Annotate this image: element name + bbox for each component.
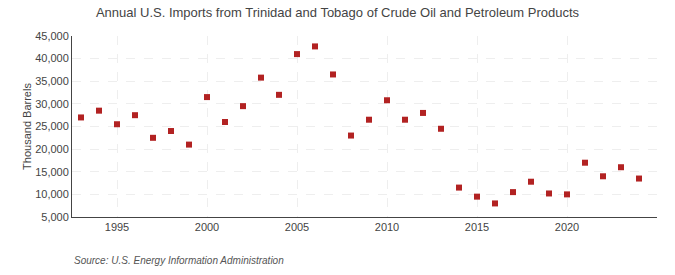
svg-text:40,000: 40,000: [35, 52, 69, 64]
svg-text:2020: 2020: [555, 221, 579, 233]
svg-text:Thousand Barrels: Thousand Barrels: [21, 83, 33, 170]
svg-text:2010: 2010: [375, 221, 399, 233]
svg-text:20,000: 20,000: [35, 143, 69, 155]
svg-text:25,000: 25,000: [35, 120, 69, 132]
svg-text:10,000: 10,000: [35, 188, 69, 200]
svg-text:2005: 2005: [285, 221, 309, 233]
svg-text:Source: U.S. Energy Informatio: Source: U.S. Energy Information Administ…: [74, 255, 284, 266]
svg-text:30,000: 30,000: [35, 98, 69, 110]
svg-text:5,000: 5,000: [41, 211, 69, 223]
svg-text:2000: 2000: [195, 221, 219, 233]
svg-text:2015: 2015: [465, 221, 489, 233]
svg-text:15,000: 15,000: [35, 166, 69, 178]
svg-text:35,000: 35,000: [35, 75, 69, 87]
svg-text:1995: 1995: [105, 221, 129, 233]
svg-text:45,000: 45,000: [35, 30, 69, 42]
svg-text:Annual U.S. Imports from Trini: Annual U.S. Imports from Trinidad and To…: [96, 5, 580, 20]
